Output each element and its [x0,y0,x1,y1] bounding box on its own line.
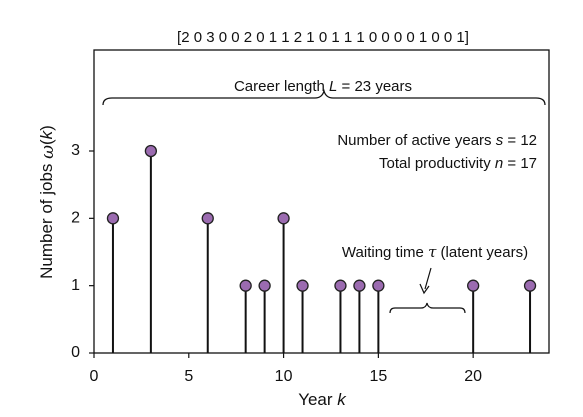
active-annotation: Number of active years s = 12 [337,132,537,149]
waiting-arrow [424,267,432,290]
stem-marker [258,279,271,292]
y-tick-label: 2 [71,210,80,227]
y-tick-label: 3 [71,142,80,159]
waiting-arrow-head [419,283,430,295]
stem-marker [353,279,366,292]
x-tick-label: 0 [90,368,99,385]
sequence-label: [2 0 3 0 0 2 0 1 1 2 1 0 1 1 1 0 0 0 0 1… [177,29,469,46]
x-tick-label: 5 [184,368,193,385]
y-tick-label: 1 [71,277,80,294]
stem-marker [334,279,347,292]
y-tick-label: 0 [71,344,80,361]
stem-marker [523,279,537,292]
x-tick-label: 10 [275,368,293,385]
y-axis-label: Number of jobs ω(k) [37,125,57,279]
productivity-annotation: Total productivity n = 17 [379,155,537,172]
stem-marker [239,279,252,292]
stem-marker [277,212,290,225]
stem-marker [144,144,158,158]
stem-marker [467,279,480,292]
waiting-brace [389,302,466,314]
plot-frame [93,49,550,354]
x-axis-label: Year k [298,390,347,409]
career-annotation: Career length L = 23 years [234,78,412,95]
waiting-annotation: Waiting time τ (latent years) [342,243,528,261]
x-tick-label: 20 [464,368,482,385]
stem-marker [106,212,120,225]
career-brace [102,88,546,106]
stem-marker [296,279,309,292]
stem-marker [201,212,214,225]
stem-marker [372,279,385,292]
x-tick-label: 15 [369,368,387,385]
